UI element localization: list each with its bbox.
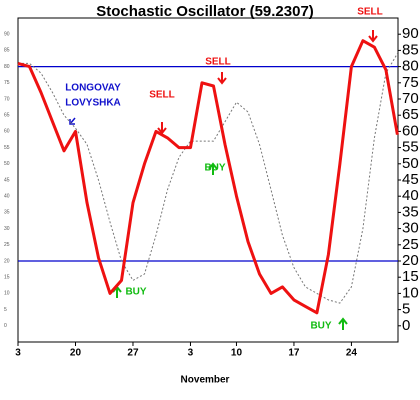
y-tick-label: 50 (402, 155, 419, 172)
y-tick-label-left: 15 (4, 275, 10, 281)
y-tick-label-left: 30 (4, 226, 10, 232)
y-tick-label-left: 25 (4, 242, 10, 248)
y-tick-label-left: 65 (4, 113, 10, 119)
y-tick-label-left: 50 (4, 161, 10, 167)
x-tick-label: 10 (231, 348, 243, 359)
y-tick-label: 85 (402, 41, 419, 58)
y-tick-label: 70 (402, 90, 419, 107)
y-tick-label: 35 (402, 203, 419, 220)
y-tick-label-left: 70 (4, 96, 10, 102)
y-tick-label: 40 (402, 187, 419, 204)
y-tick-label-left: 90 (4, 32, 10, 38)
y-tick-label: 55 (402, 139, 419, 156)
y-tick-label-left: 0 (4, 323, 7, 329)
y-tick-label-left: 80 (4, 64, 10, 70)
annotation-arrows (69, 30, 378, 330)
y-tick-label: 45 (402, 171, 419, 188)
y-tick-label-left: 60 (4, 129, 10, 135)
y-tick-label: 10 (402, 284, 419, 301)
y-tick-label: 5 (402, 301, 410, 318)
annotation: LONGOVAY (65, 83, 121, 94)
y-tick-label: 90 (402, 25, 419, 42)
y-tick-label-left: 85 (4, 48, 10, 54)
annotation: SELL (357, 7, 383, 18)
y-tick-label: 65 (402, 106, 419, 123)
y-tick-label-left: 75 (4, 80, 10, 86)
chart-title: Stochastic Oscillator (59.2307) (96, 3, 314, 20)
y-tick-label: 60 (402, 122, 419, 139)
x-tick-label: 3 (188, 348, 194, 359)
x-tick-label: 24 (346, 348, 358, 359)
y-tick-label-left: 10 (4, 291, 10, 297)
annotation: BUY (125, 287, 146, 298)
y-tick-label: 30 (402, 220, 419, 237)
y-tick-label: 25 (402, 236, 419, 253)
y-tick-label-left: 5 (4, 307, 7, 313)
y-tick-label: 75 (402, 74, 419, 91)
y-tick-label: 20 (402, 252, 419, 269)
annotation: SELL (149, 90, 175, 101)
y-tick-label-left: 20 (4, 258, 10, 264)
x-axis-label: November (181, 375, 230, 386)
stochastic-line (17, 39, 399, 315)
annotation: LOVYSHKA (65, 98, 121, 109)
y-tick-label-left: 55 (4, 145, 10, 151)
y-tick-label-left: 45 (4, 177, 10, 183)
annotation: BUY (204, 163, 225, 174)
y-tick-label-left: 35 (4, 210, 10, 216)
y-tick-label-left: 40 (4, 194, 10, 200)
x-tick-label: 20 (70, 348, 82, 359)
x-tick-label: 17 (288, 348, 300, 359)
y-tick-label: 15 (402, 268, 419, 285)
y-tick-label: 80 (402, 58, 419, 75)
y-tick-label: 0 (402, 317, 410, 334)
annotation: BUY (310, 321, 331, 332)
signal-line (18, 53, 398, 304)
annotation: SELL (205, 57, 231, 68)
x-tick-label: 27 (127, 348, 139, 359)
x-tick-label: 3 (15, 348, 21, 359)
